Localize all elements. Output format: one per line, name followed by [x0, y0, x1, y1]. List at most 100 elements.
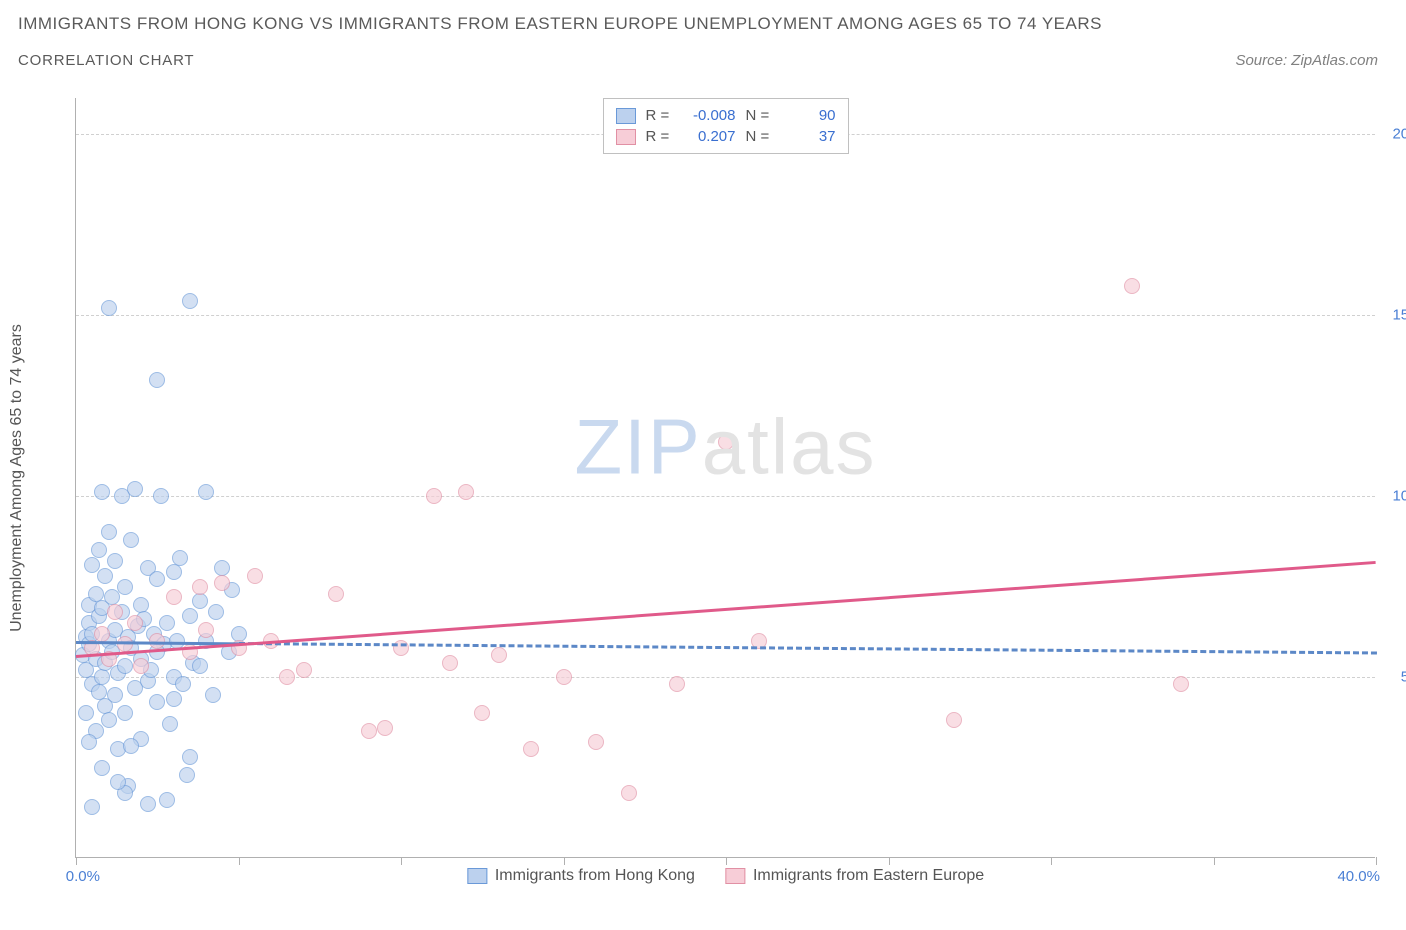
data-point — [159, 615, 175, 631]
data-point — [127, 615, 143, 631]
data-point — [104, 589, 120, 605]
data-point — [491, 647, 507, 663]
data-point — [296, 662, 312, 678]
data-point — [621, 785, 637, 801]
gridline — [76, 315, 1375, 316]
data-point — [123, 738, 139, 754]
data-point — [588, 734, 604, 750]
data-point — [377, 720, 393, 736]
data-point — [97, 568, 113, 584]
trend-line — [238, 642, 1376, 654]
legend-label: Immigrants from Hong Kong — [495, 867, 695, 885]
legend-swatch — [616, 129, 636, 145]
data-point — [426, 488, 442, 504]
data-point — [192, 579, 208, 595]
data-point — [94, 626, 110, 642]
data-point — [101, 712, 117, 728]
data-point — [442, 655, 458, 671]
legend-label: Immigrants from Eastern Europe — [753, 867, 984, 885]
data-point — [198, 484, 214, 500]
legend-swatch — [616, 108, 636, 124]
trend-line — [76, 561, 1376, 658]
data-point — [1124, 278, 1140, 294]
data-point — [198, 622, 214, 638]
data-point — [182, 293, 198, 309]
chart-subtitle: CORRELATION CHART — [18, 52, 194, 69]
data-point — [166, 564, 182, 580]
data-point — [182, 608, 198, 624]
data-point — [94, 484, 110, 500]
data-point — [214, 575, 230, 591]
x-axis-max-label: 40.0% — [1337, 868, 1380, 885]
data-point — [523, 741, 539, 757]
data-point — [91, 542, 107, 558]
legend-item: Immigrants from Eastern Europe — [725, 867, 984, 885]
x-tick — [401, 857, 402, 865]
data-point — [166, 691, 182, 707]
data-point — [123, 532, 139, 548]
data-point — [101, 524, 117, 540]
x-axis-min-label: 0.0% — [66, 868, 100, 885]
legend-item: Immigrants from Hong Kong — [467, 867, 695, 885]
data-point — [208, 604, 224, 620]
x-tick — [239, 857, 240, 865]
legend-series: Immigrants from Hong Kong Immigrants from… — [467, 867, 984, 885]
data-point — [247, 568, 263, 584]
data-point — [474, 705, 490, 721]
n-value: 37 — [786, 128, 836, 145]
x-tick — [726, 857, 727, 865]
legend-stats: R =-0.008N =90R =0.207N =37 — [603, 98, 849, 154]
source-label: Source: ZipAtlas.com — [1235, 52, 1378, 69]
data-point — [179, 767, 195, 783]
data-point — [162, 716, 178, 732]
data-point — [107, 553, 123, 569]
x-tick — [76, 857, 77, 865]
chart-container: Unemployment Among Ages 65 to 74 years Z… — [55, 98, 1375, 878]
data-point — [84, 799, 100, 815]
data-point — [110, 774, 126, 790]
data-point — [127, 481, 143, 497]
r-value: 0.207 — [686, 128, 736, 145]
data-point — [140, 796, 156, 812]
data-point — [133, 597, 149, 613]
data-point — [172, 550, 188, 566]
data-point — [101, 300, 117, 316]
x-tick — [1051, 857, 1052, 865]
data-point — [946, 712, 962, 728]
data-point — [81, 734, 97, 750]
data-point — [175, 676, 191, 692]
data-point — [159, 792, 175, 808]
y-tick-label: 15.0% — [1392, 307, 1406, 324]
data-point — [149, 372, 165, 388]
data-point — [328, 586, 344, 602]
y-tick-label: 20.0% — [1392, 126, 1406, 143]
data-point — [107, 687, 123, 703]
data-point — [279, 669, 295, 685]
r-label: R = — [646, 107, 676, 124]
x-tick — [1214, 857, 1215, 865]
data-point — [78, 705, 94, 721]
x-tick — [889, 857, 890, 865]
n-label: N = — [746, 128, 776, 145]
data-point — [556, 669, 572, 685]
data-point — [107, 604, 123, 620]
data-point — [149, 571, 165, 587]
r-label: R = — [646, 128, 676, 145]
x-tick — [564, 857, 565, 865]
data-point — [361, 723, 377, 739]
legend-swatch — [467, 868, 487, 884]
data-point — [458, 484, 474, 500]
data-point — [182, 749, 198, 765]
n-label: N = — [746, 107, 776, 124]
x-tick — [1376, 857, 1377, 865]
data-point — [669, 676, 685, 692]
y-tick-label: 5.0% — [1401, 669, 1406, 686]
data-point — [94, 669, 110, 685]
gridline — [76, 496, 1375, 497]
y-tick-label: 10.0% — [1392, 488, 1406, 505]
data-point — [192, 658, 208, 674]
data-point — [117, 658, 133, 674]
data-point — [94, 760, 110, 776]
n-value: 90 — [786, 107, 836, 124]
data-point — [133, 658, 149, 674]
